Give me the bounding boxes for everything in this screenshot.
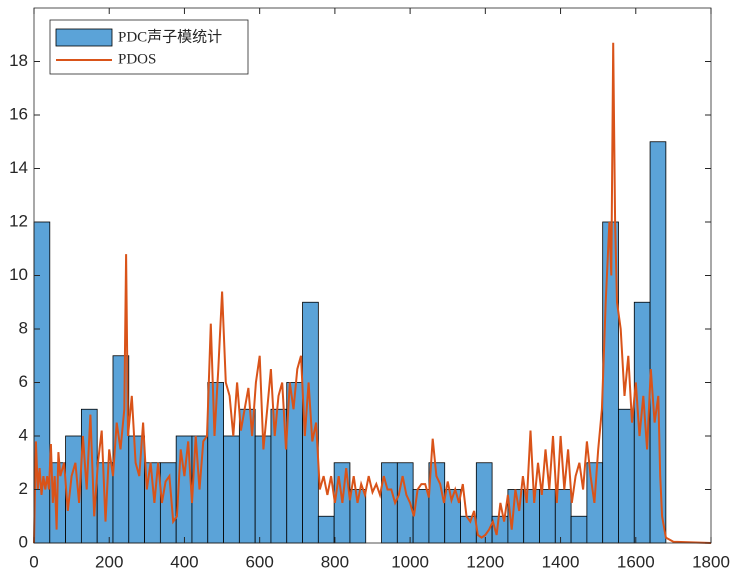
legend-swatch <box>55 28 113 47</box>
y-tick-label: 0 <box>19 532 28 551</box>
histogram-bar <box>475 462 493 544</box>
histogram-bar <box>317 515 335 544</box>
histogram-bar <box>618 408 635 544</box>
histogram-bar <box>570 515 588 544</box>
y-tick-label: 4 <box>19 425 28 444</box>
x-tick-label: 800 <box>321 552 349 571</box>
y-tick-label: 16 <box>9 104 28 123</box>
y-tick-label: 12 <box>9 211 28 230</box>
x-tick-label: 1800 <box>692 552 730 571</box>
y-tick-label: 8 <box>19 318 28 337</box>
legend-label: PDC声子模统计 <box>118 27 222 45</box>
pdos-line <box>33 42 712 544</box>
x-tick-label: 1400 <box>542 552 580 571</box>
y-tick-label: 2 <box>19 479 28 498</box>
x-tick-label: 0 <box>29 552 38 571</box>
y-tick-label: 6 <box>19 372 28 391</box>
x-tick-label: 200 <box>95 552 123 571</box>
legend-label: PDOS <box>118 51 156 67</box>
x-tick-label: 1000 <box>391 552 429 571</box>
histogram-bar <box>128 435 145 544</box>
y-tick-label: 10 <box>9 265 28 284</box>
histogram-bar <box>223 435 240 544</box>
histogram-bar <box>649 141 667 544</box>
x-tick-label: 1600 <box>617 552 655 571</box>
x-tick-label: 600 <box>245 552 273 571</box>
y-tick-label: 14 <box>9 158 28 177</box>
histogram-bar <box>254 435 272 544</box>
x-tick-label: 400 <box>170 552 198 571</box>
y-tick-label: 18 <box>9 51 28 70</box>
x-tick-label: 1200 <box>466 552 504 571</box>
histogram-bar <box>539 489 556 544</box>
